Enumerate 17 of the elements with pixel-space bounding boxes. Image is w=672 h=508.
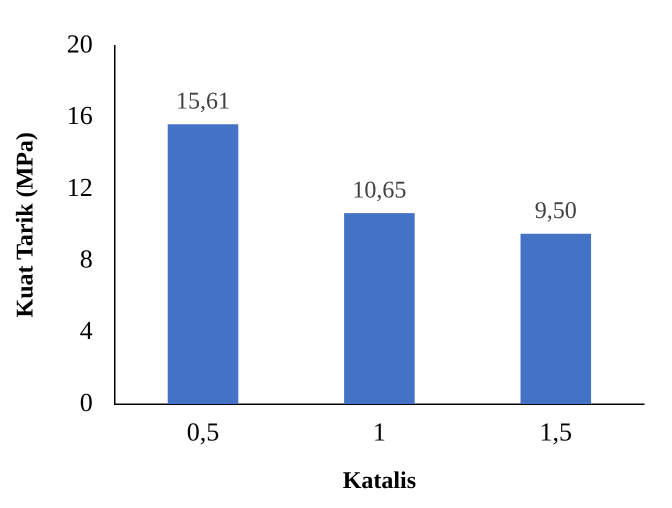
bar <box>168 124 238 404</box>
x-tick-label: 0,5 <box>186 417 220 446</box>
bar <box>344 213 415 404</box>
y-tick-label: 20 <box>66 29 93 58</box>
y-axis-title: Kuat Tarik (MPa) <box>12 132 39 318</box>
x-axis-title: Katalis <box>342 468 416 494</box>
y-tick-label: 0 <box>80 388 93 417</box>
bar <box>520 234 592 404</box>
data-label: 9,50 <box>534 198 577 224</box>
y-tick-label: 16 <box>66 101 93 130</box>
y-tick-label: 12 <box>66 172 93 202</box>
data-label: 10,65 <box>352 177 406 204</box>
data-label: 15,61 <box>176 88 230 115</box>
y-tick-label: 8 <box>80 244 93 274</box>
x-tick-label: 1,5 <box>540 417 572 446</box>
x-tick-label: 1 <box>372 417 386 446</box>
y-tick-label: 4 <box>80 316 93 346</box>
